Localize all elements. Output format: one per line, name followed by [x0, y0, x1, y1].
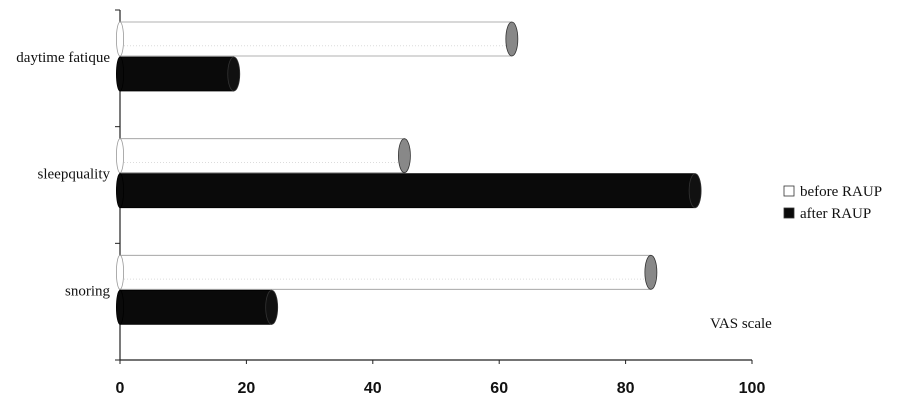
bar-sleepquality-after-raup	[119, 173, 696, 209]
x-tick-label: 20	[238, 380, 256, 397]
category-label: daytime fatique	[16, 50, 110, 66]
bar-daytime-fatique-after-raup	[119, 56, 235, 92]
bars	[116, 21, 702, 325]
vas-scale-annotation: VAS scale	[710, 316, 772, 332]
bar-sleepquality-before-raup-cap	[397, 138, 411, 174]
bar-sleepquality-after-raup-start	[116, 173, 125, 209]
bar-daytime-fatique-before-raup-cap	[505, 21, 519, 57]
x-tick-label: 100	[739, 380, 766, 397]
category-label: snoring	[65, 283, 111, 299]
legend-label: after RAUP	[800, 206, 871, 222]
bar-sleepquality-after-raup-cap	[688, 173, 702, 209]
x-tick-label: 40	[364, 380, 382, 397]
bar-sleepquality-before-raup	[119, 138, 405, 174]
x-tick-label: 60	[490, 380, 508, 397]
bar-daytime-fatique-before-raup	[119, 21, 513, 57]
category-label: sleepquality	[38, 167, 111, 183]
legend-label: before RAUP	[800, 184, 882, 200]
category-labels: daytime fatique sleepquality snoring	[16, 50, 110, 299]
bar-snoring-after-raup	[119, 289, 273, 325]
bar-sleepquality-before-raup-start	[116, 138, 125, 174]
bar-snoring-after-raup-start	[116, 289, 125, 325]
x-tick-label: 0	[116, 380, 125, 397]
x-tick-label: 80	[617, 380, 635, 397]
bar-daytime-fatique-after-raup-cap	[227, 56, 241, 92]
legend-swatch	[783, 185, 795, 197]
bar-snoring-before-raup	[119, 254, 652, 290]
bar-daytime-fatique-after-raup-start	[116, 56, 125, 92]
legend-swatch	[783, 207, 795, 219]
bar-snoring-after-raup-cap	[265, 289, 279, 325]
bar-daytime-fatique-before-raup-start	[116, 21, 125, 57]
bar-snoring-before-raup-cap	[644, 254, 658, 290]
bar-snoring-before-raup-start	[116, 254, 125, 290]
legend: before RAUP after RAUP	[783, 184, 882, 222]
x-tick-labels: 0 20 40 60 80 100	[116, 380, 766, 397]
